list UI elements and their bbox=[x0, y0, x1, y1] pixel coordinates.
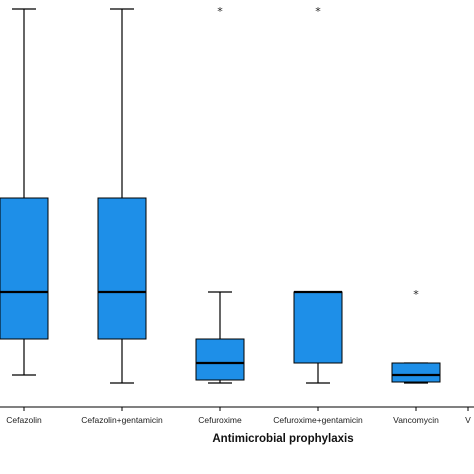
box-group: * bbox=[391, 288, 441, 384]
x-tick-label: V bbox=[465, 415, 471, 425]
x-axis-tick-labels: Cefazolin Cefazolin+gentamicin Cefuroxime C… bbox=[6, 415, 471, 425]
x-tick-label: Cefazolin+gentamicin bbox=[81, 415, 163, 425]
box-group: * bbox=[195, 5, 245, 384]
iqr-box bbox=[195, 338, 245, 381]
iqr-box bbox=[293, 291, 343, 364]
x-tick-label: Cefazolin bbox=[6, 415, 42, 425]
iqr-box bbox=[97, 197, 147, 340]
x-axis-title: Antimicrobial prophylaxis bbox=[212, 433, 353, 445]
iqr-box bbox=[391, 362, 441, 383]
x-tick-label: Cefuroxime bbox=[198, 415, 242, 425]
box-group bbox=[97, 8, 147, 384]
outlier-marker: * bbox=[217, 5, 223, 18]
x-axis-ticks bbox=[23, 407, 469, 411]
x-tick-label: Vancomycin bbox=[393, 415, 439, 425]
box-group: * bbox=[293, 5, 343, 384]
box-plot-area: * * * bbox=[0, 5, 441, 384]
x-tick-label: Cefuroxime+gentamicin bbox=[273, 415, 363, 425]
box-group bbox=[0, 8, 49, 376]
iqr-box bbox=[0, 197, 49, 340]
outlier-marker: * bbox=[413, 288, 419, 301]
outlier-marker: * bbox=[315, 5, 321, 18]
